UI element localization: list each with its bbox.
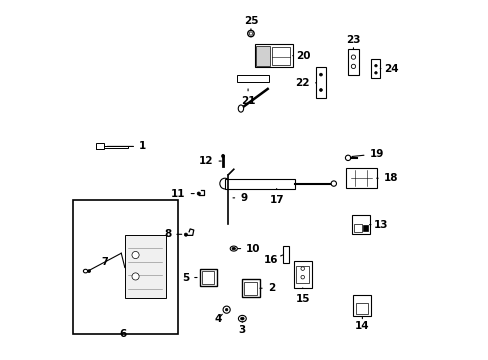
Ellipse shape: [225, 309, 227, 311]
Ellipse shape: [319, 89, 322, 91]
Text: 12: 12: [199, 156, 221, 166]
Bar: [73, 200, 178, 334]
Text: 8: 8: [164, 229, 182, 239]
Bar: [296, 266, 308, 283]
Ellipse shape: [83, 269, 87, 273]
Ellipse shape: [230, 246, 237, 251]
Ellipse shape: [330, 181, 336, 186]
Ellipse shape: [240, 317, 244, 320]
Bar: [353, 224, 361, 232]
Ellipse shape: [319, 73, 322, 76]
Bar: [315, 67, 325, 98]
Text: 23: 23: [346, 35, 360, 49]
Text: 6: 6: [119, 329, 126, 339]
Polygon shape: [96, 144, 128, 149]
Text: 15: 15: [295, 288, 309, 303]
Text: 16: 16: [263, 255, 282, 265]
Text: 19: 19: [351, 149, 383, 159]
Ellipse shape: [247, 30, 254, 37]
Text: 1: 1: [107, 141, 146, 152]
Text: 13: 13: [369, 220, 387, 230]
Text: 11: 11: [171, 189, 194, 199]
Bar: [353, 295, 370, 316]
Bar: [347, 49, 358, 75]
Text: 21: 21: [240, 89, 255, 107]
Ellipse shape: [238, 105, 243, 112]
Ellipse shape: [300, 267, 304, 270]
Ellipse shape: [231, 247, 235, 250]
Text: 2: 2: [259, 283, 274, 293]
Ellipse shape: [350, 64, 355, 68]
Ellipse shape: [132, 251, 139, 258]
Text: 4: 4: [214, 314, 222, 324]
Text: 17: 17: [269, 189, 284, 204]
Bar: [355, 303, 367, 314]
Ellipse shape: [221, 154, 224, 158]
Text: 24: 24: [380, 64, 397, 73]
Ellipse shape: [300, 275, 304, 279]
Text: 7: 7: [102, 257, 108, 267]
Bar: [242, 279, 259, 297]
Ellipse shape: [374, 72, 376, 74]
Text: 20: 20: [292, 51, 310, 61]
Text: 18: 18: [376, 173, 397, 183]
Ellipse shape: [87, 270, 90, 273]
Ellipse shape: [184, 233, 187, 236]
Text: 14: 14: [354, 316, 369, 332]
Ellipse shape: [238, 315, 246, 322]
Bar: [236, 75, 268, 82]
Bar: [96, 143, 104, 149]
Bar: [293, 261, 311, 288]
Bar: [224, 179, 294, 189]
Bar: [124, 235, 165, 298]
Text: 10: 10: [238, 244, 260, 253]
Text: 25: 25: [243, 16, 258, 30]
Text: 9: 9: [232, 193, 247, 203]
Bar: [202, 271, 214, 284]
Bar: [244, 282, 257, 295]
Bar: [363, 225, 367, 231]
Bar: [272, 48, 290, 64]
Ellipse shape: [132, 273, 139, 280]
Bar: [255, 46, 270, 66]
Bar: [200, 269, 217, 286]
Bar: [351, 215, 369, 234]
Bar: [282, 246, 288, 263]
Ellipse shape: [197, 192, 200, 195]
Text: 5: 5: [182, 273, 197, 283]
Ellipse shape: [220, 178, 229, 189]
Ellipse shape: [223, 306, 230, 313]
Ellipse shape: [350, 55, 355, 59]
Ellipse shape: [345, 155, 350, 161]
Bar: [255, 44, 292, 67]
Text: 3: 3: [238, 322, 245, 335]
Bar: [346, 168, 376, 188]
Ellipse shape: [249, 32, 252, 35]
Bar: [370, 59, 380, 78]
Text: 22: 22: [295, 78, 315, 88]
Ellipse shape: [374, 64, 376, 67]
